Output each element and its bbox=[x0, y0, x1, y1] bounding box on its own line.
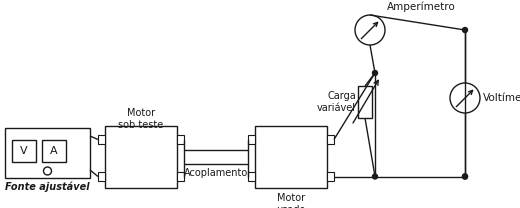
Bar bbox=[98, 172, 105, 181]
Circle shape bbox=[450, 83, 480, 113]
Text: V: V bbox=[20, 146, 28, 156]
Text: A: A bbox=[50, 146, 58, 156]
Bar bbox=[248, 172, 255, 181]
Bar bbox=[255, 126, 327, 188]
Bar bbox=[327, 172, 334, 181]
Bar bbox=[177, 135, 184, 144]
Bar bbox=[12, 140, 36, 162]
Circle shape bbox=[372, 71, 378, 76]
Text: Motor
usado
como carga: Motor usado como carga bbox=[263, 193, 320, 208]
Bar bbox=[327, 135, 334, 144]
Bar bbox=[42, 140, 66, 162]
Bar bbox=[98, 135, 105, 144]
Circle shape bbox=[372, 174, 378, 179]
Circle shape bbox=[462, 27, 467, 32]
Bar bbox=[248, 135, 255, 144]
Bar bbox=[177, 172, 184, 181]
Text: Voltímetro: Voltímetro bbox=[483, 93, 520, 103]
Text: Fonte ajustável: Fonte ajustável bbox=[5, 182, 90, 192]
Circle shape bbox=[355, 15, 385, 45]
Bar bbox=[105, 126, 177, 188]
Circle shape bbox=[462, 174, 467, 179]
Text: Acoplamento: Acoplamento bbox=[184, 168, 248, 178]
Bar bbox=[358, 86, 372, 118]
Bar bbox=[5, 128, 90, 178]
Text: Amperímetro: Amperímetro bbox=[387, 1, 456, 12]
Text: Carga
variável: Carga variável bbox=[317, 91, 356, 113]
Circle shape bbox=[462, 174, 467, 179]
Circle shape bbox=[44, 167, 51, 175]
Bar bbox=[184, 150, 248, 164]
Text: Motor
sob teste: Motor sob teste bbox=[119, 108, 164, 130]
